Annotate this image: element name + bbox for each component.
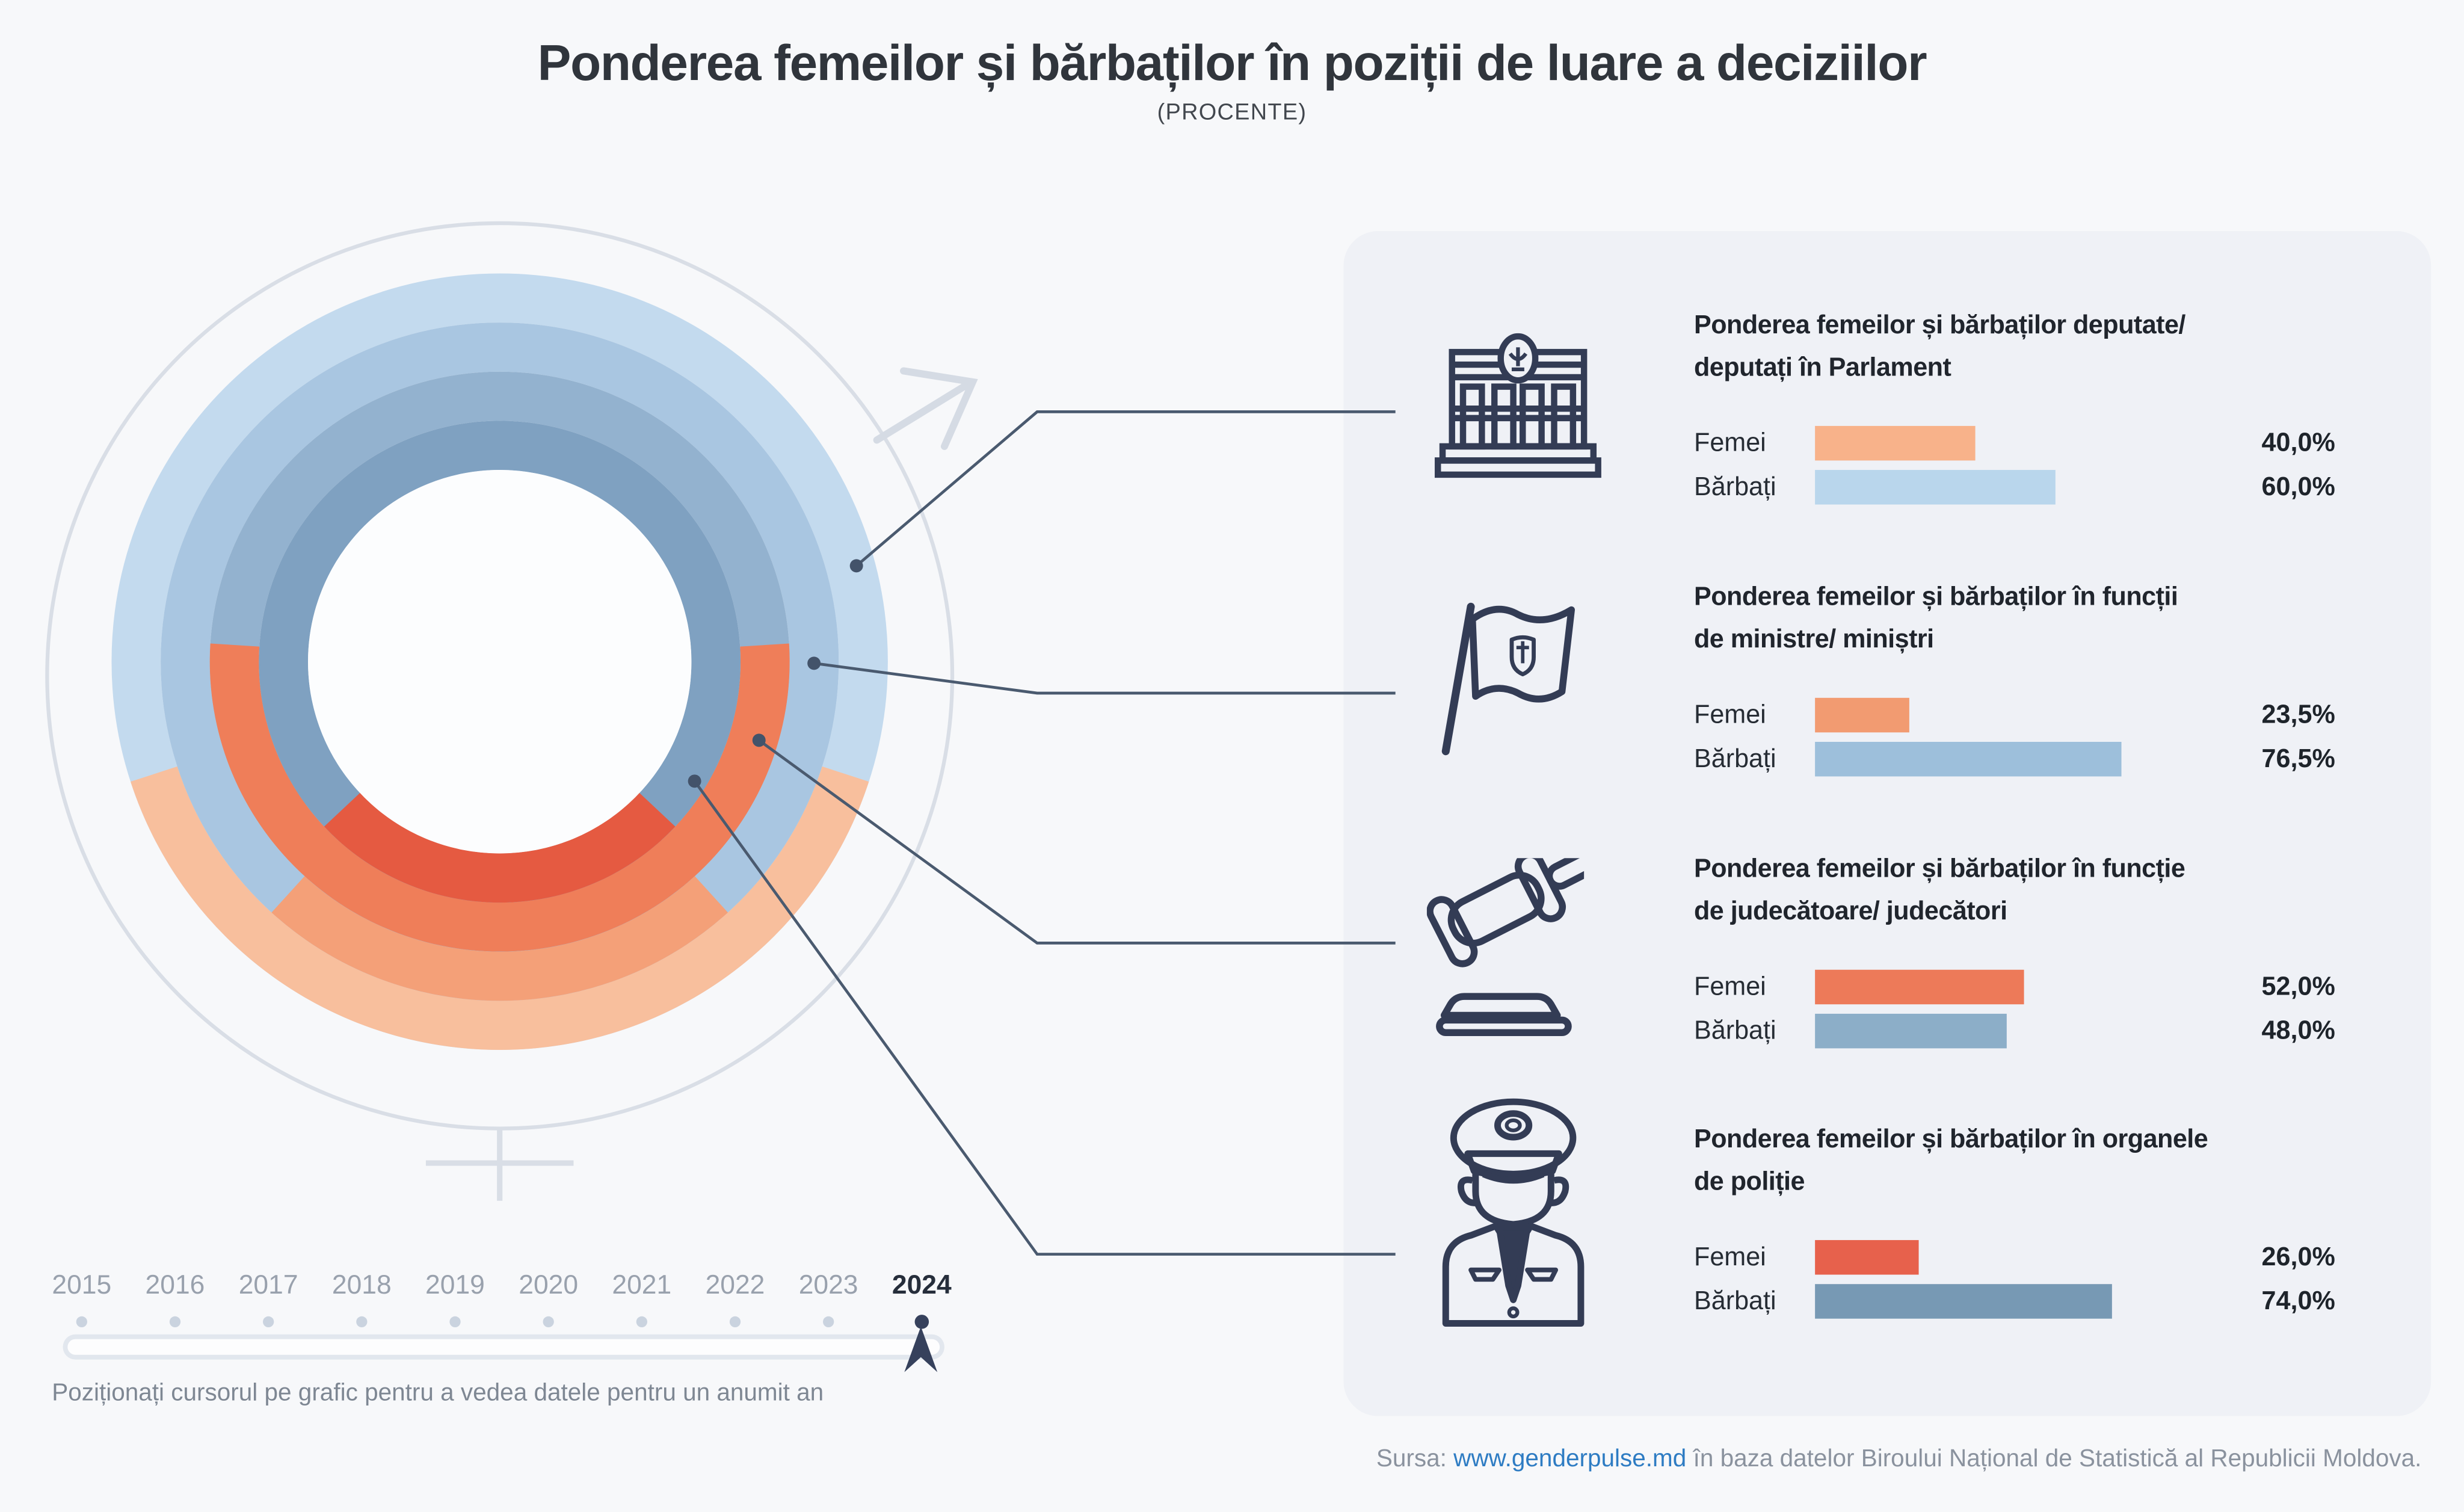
year-label-2019[interactable]: 2019 (425, 1270, 485, 1300)
donut-hole (308, 470, 692, 854)
section-title-judges: Ponderea femeilor și bărbaților în funcț… (1694, 855, 2185, 926)
femei-pct-judges: 52,0% (2261, 972, 2335, 1001)
section-title-police: Ponderea femeilor și bărbaților în organ… (1694, 1125, 2208, 1196)
parliament-building-icon (1434, 333, 1601, 478)
slider-cursor-marker[interactable] (880, 1317, 962, 1383)
femei-bar-judges (1815, 969, 2024, 1005)
barbati-label: Bărbați (1694, 745, 1776, 774)
year-dot-2020[interactable] (543, 1316, 554, 1328)
femei-pct-police: 26,0% (2261, 1243, 2335, 1272)
barbati-bar-judges (1815, 1013, 2007, 1049)
barbati-bar-police (1815, 1284, 2112, 1319)
year-label-2022[interactable]: 2022 (705, 1270, 765, 1300)
barbati-pct-judges: 48,0% (2261, 1017, 2335, 1046)
leader-dot-judges (752, 733, 766, 747)
police-officer-icon (1442, 1098, 1585, 1327)
barbati-label: Bărbați (1694, 1287, 1776, 1316)
year-labels-row: 2015 2016 2017 2018 2019 2020 2021 2022 2023 2024 (0, 1270, 1100, 1304)
year-dot-2015[interactable] (76, 1316, 87, 1328)
leader-line-ministers (813, 662, 1396, 695)
year-label-2024[interactable]: 2024 (892, 1270, 952, 1300)
moldova-flag-icon (1441, 602, 1575, 756)
source-link[interactable]: www.genderpulse.md (1453, 1446, 1687, 1473)
year-label-2021[interactable]: 2021 (612, 1270, 672, 1300)
source-line: Sursa: www.genderpulse.md în baza datelo… (1376, 1446, 2422, 1474)
barbati-label: Bărbați (1694, 473, 1776, 502)
page-subtitle: (PROCENTE) (1157, 100, 1307, 126)
year-dot-2016[interactable] (169, 1316, 181, 1328)
year-label-2016[interactable]: 2016 (145, 1270, 205, 1300)
leader-line-parliament (855, 410, 1396, 567)
barbati-pct-parliament: 60,0% (2261, 473, 2335, 502)
leader-dot-ministers (807, 656, 821, 670)
year-slider-track[interactable] (63, 1334, 944, 1360)
slider-instruction: Poziționați cursorul pe grafic pentru a … (52, 1380, 824, 1407)
year-dot-2017[interactable] (263, 1316, 274, 1328)
female-symbol-icon (45, 221, 955, 1201)
ring-femei-1[interactable] (271, 876, 728, 1001)
femei-label: Femei (1694, 701, 1766, 730)
year-label-2015[interactable]: 2015 (52, 1270, 112, 1300)
year-dot-2018[interactable] (356, 1316, 368, 1328)
leader-dot-police (688, 774, 701, 788)
year-dot-2019[interactable] (449, 1316, 461, 1328)
year-label-2023[interactable]: 2023 (798, 1270, 858, 1300)
section-title-parliament: Ponderea femeilor și bărbaților deputate… (1694, 311, 2185, 382)
leader-dot-parliament (849, 559, 863, 573)
year-dot-2022[interactable] (729, 1316, 741, 1328)
barbati-pct-ministers: 76,5% (2261, 745, 2335, 774)
male-arrow-icon (873, 367, 978, 450)
femei-pct-parliament: 40,0% (2261, 429, 2335, 458)
year-dot-2021[interactable] (636, 1316, 647, 1328)
leader-line-judges (758, 739, 1396, 945)
barbati-pct-police: 74,0% (2261, 1287, 2335, 1316)
source-suffix: în baza datelor Biroului Național de Sta… (1693, 1446, 2422, 1473)
leader-line-police (693, 780, 1396, 1256)
gavel-icon (1426, 858, 1585, 1036)
year-label-2018[interactable]: 2018 (331, 1270, 392, 1300)
ring-femei-2[interactable] (209, 643, 790, 952)
year-dot-2023[interactable] (823, 1316, 834, 1328)
source-prefix: Sursa: (1376, 1446, 1447, 1473)
page-title: Ponderea femeilor și bărbaților în poziț… (537, 34, 1927, 91)
barbati-bar-ministers (1815, 741, 2122, 777)
barbati-label: Bărbați (1694, 1017, 1776, 1046)
barbati-bar-parliament (1815, 470, 2056, 505)
ring-femei-3[interactable] (324, 792, 676, 903)
femei-label: Femei (1694, 1243, 1766, 1272)
femei-pct-ministers: 23,5% (2261, 701, 2335, 730)
section-title-ministers: Ponderea femeilor și bărbaților în funcț… (1694, 583, 2178, 654)
year-dots-row (76, 1315, 929, 1329)
femei-bar-ministers (1815, 697, 1909, 733)
femei-bar-police (1815, 1240, 1920, 1275)
femei-label: Femei (1694, 429, 1766, 458)
femei-bar-parliament (1815, 425, 1976, 461)
ring-femei-0[interactable] (131, 766, 869, 1050)
year-dot-2024[interactable] (914, 1315, 929, 1329)
year-label-2017[interactable]: 2017 (238, 1270, 298, 1300)
donut-rings[interactable] (111, 273, 888, 1050)
femei-label: Femei (1694, 972, 1766, 1001)
year-label-2020[interactable]: 2020 (519, 1270, 579, 1300)
